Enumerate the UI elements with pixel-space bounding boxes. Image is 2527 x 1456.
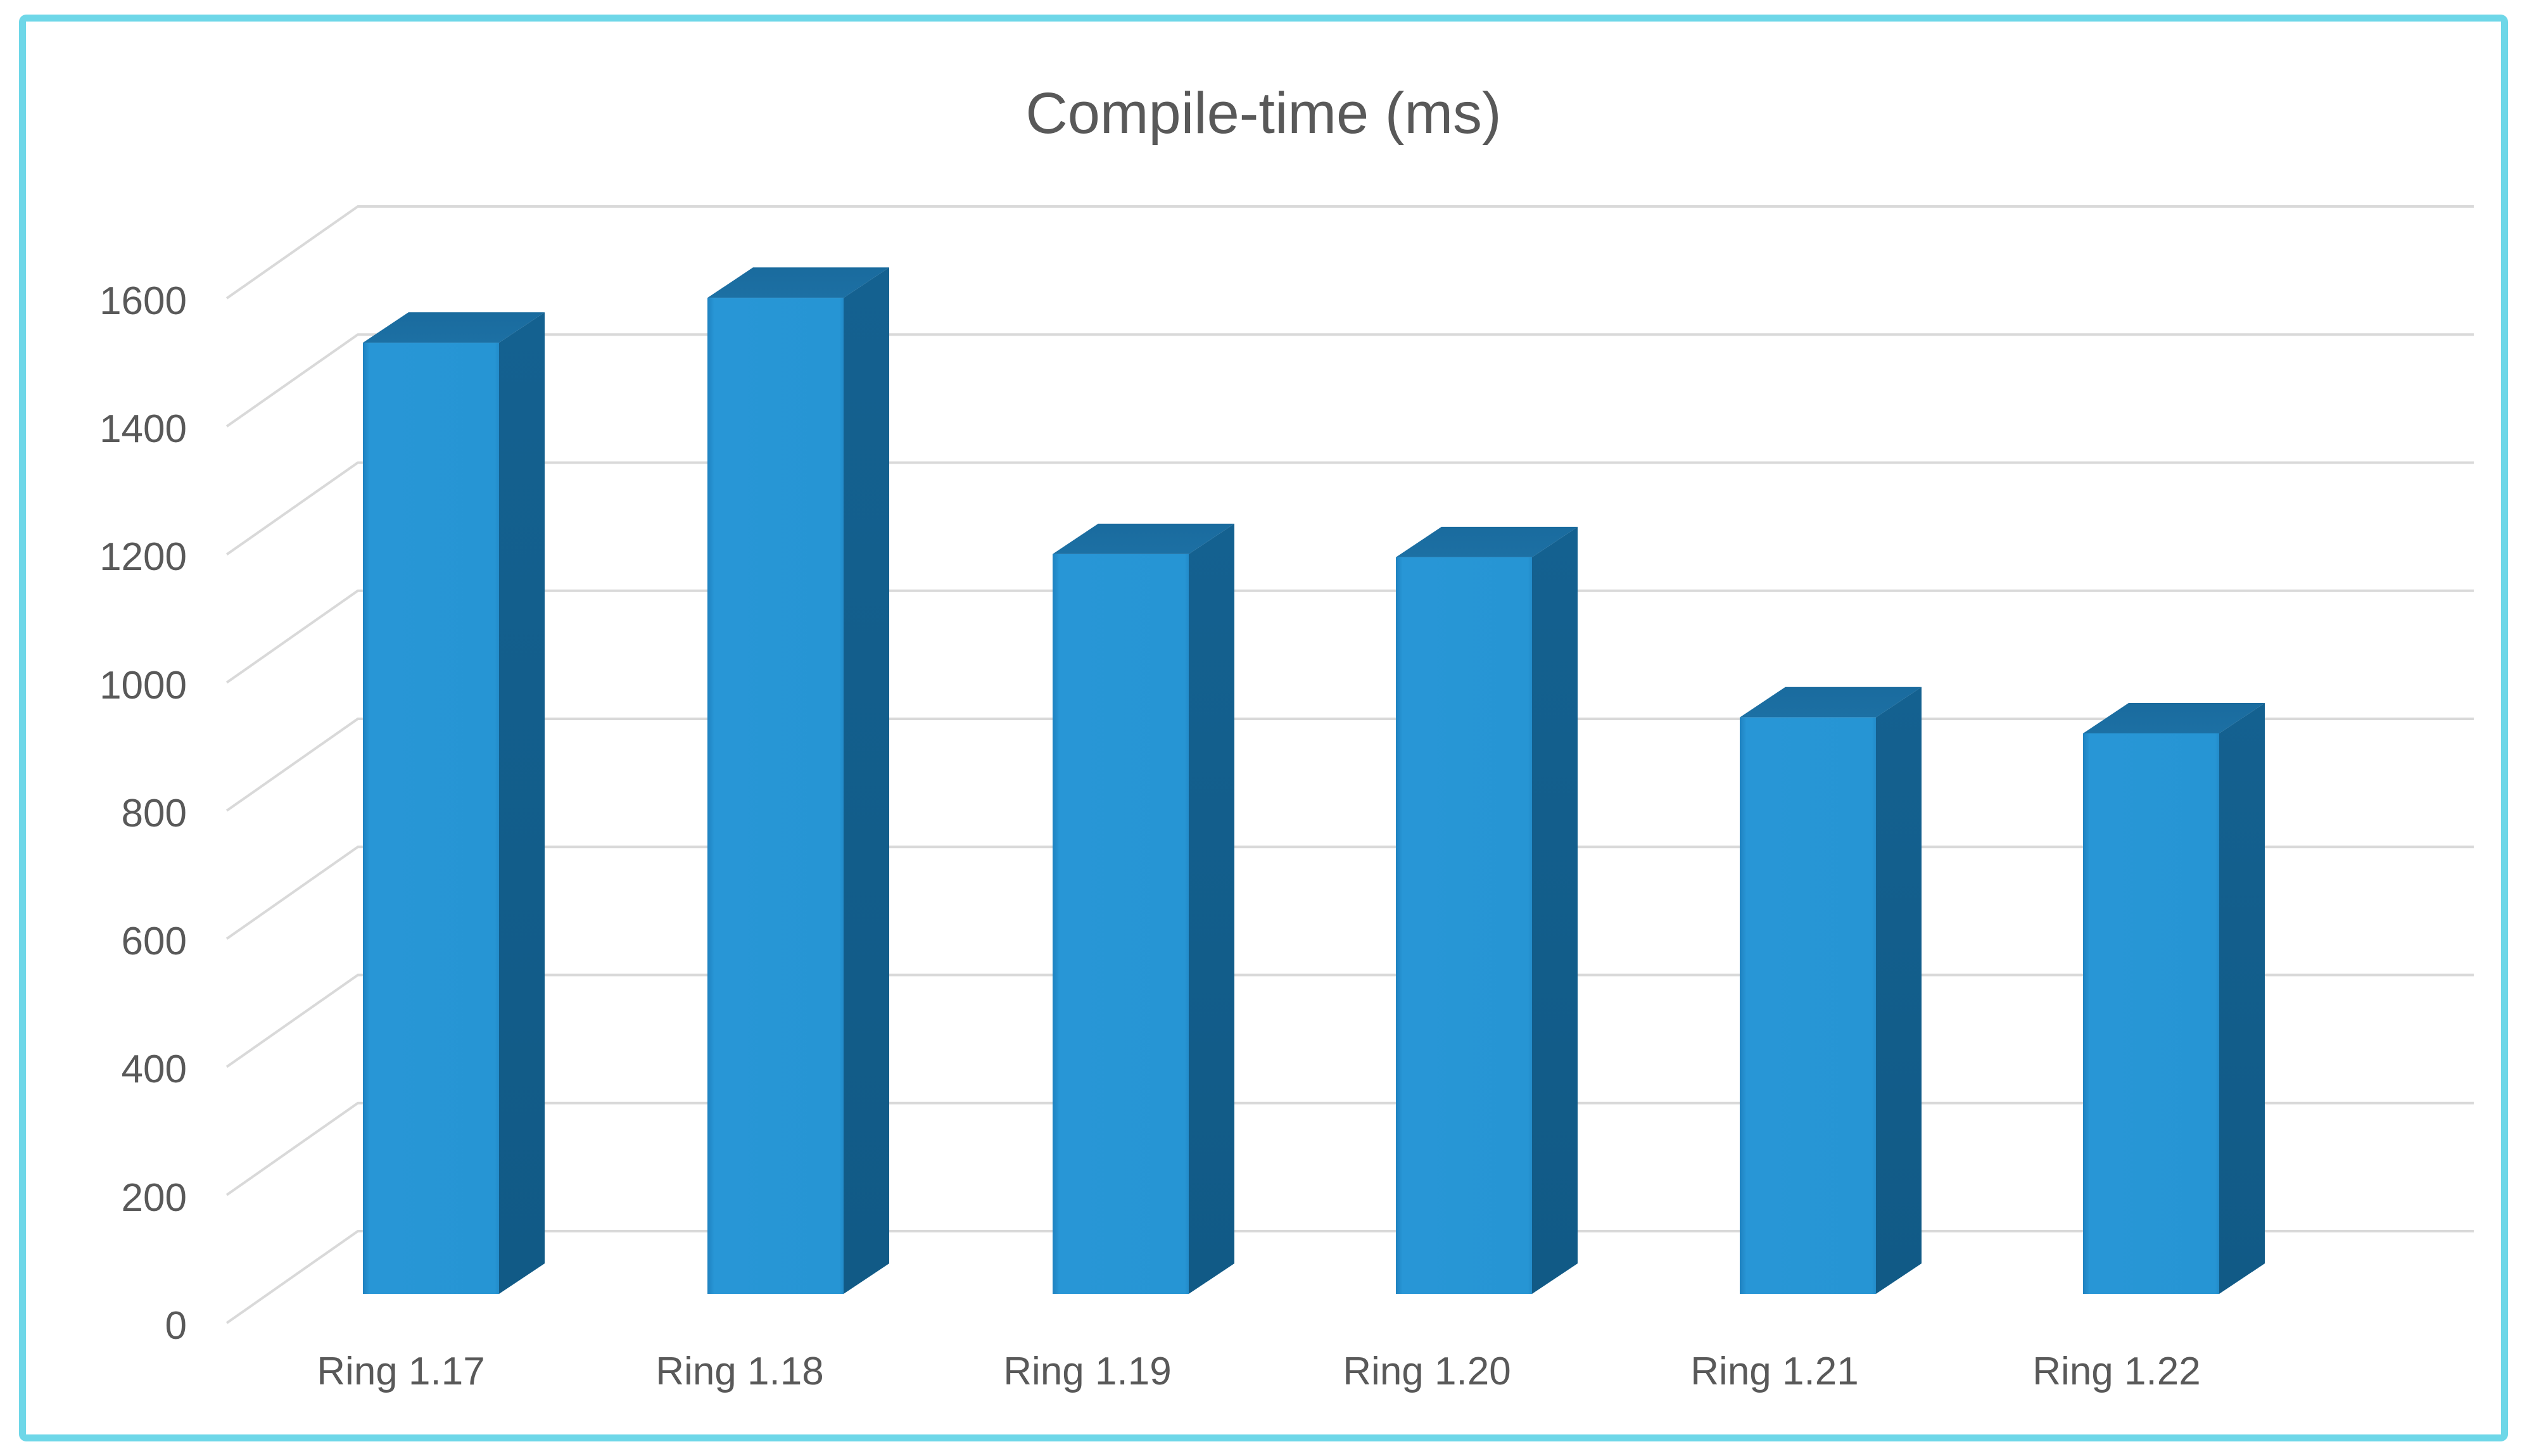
y-tick-label: 600 bbox=[122, 920, 187, 963]
y-tick-label: 1000 bbox=[99, 664, 187, 707]
x-category-label: Ring 1.17 bbox=[317, 1350, 484, 1393]
x-category-label: Ring 1.20 bbox=[1343, 1350, 1510, 1393]
gridline bbox=[225, 205, 2474, 300]
bar-front-face bbox=[1053, 554, 1189, 1294]
bar-side-face bbox=[844, 267, 889, 1295]
x-category-label: Ring 1.18 bbox=[656, 1350, 823, 1393]
x-category-label: Ring 1.19 bbox=[1003, 1350, 1171, 1393]
y-tick-label: 1600 bbox=[99, 279, 187, 323]
bar-side-face bbox=[1532, 526, 1578, 1294]
bar-ring-1-21 bbox=[1740, 687, 1922, 1294]
bar-side-face bbox=[1876, 687, 1922, 1294]
bar-top-face bbox=[1396, 526, 1578, 557]
bar-front-face bbox=[1740, 717, 1876, 1294]
bar-ring-1-18 bbox=[707, 267, 889, 1295]
bar-top-face bbox=[707, 267, 889, 298]
bar-front-face bbox=[707, 298, 844, 1295]
x-axis: Ring 1.17 Ring 1.18 Ring 1.19 Ring 1.20 … bbox=[317, 1350, 2200, 1393]
bar-front-face bbox=[1396, 557, 1532, 1294]
bars-group bbox=[363, 267, 2265, 1295]
bar-ring-1-17 bbox=[363, 312, 545, 1294]
bar-ring-1-19 bbox=[1053, 523, 1234, 1294]
bar-side-face bbox=[499, 312, 545, 1294]
chart-title: Compile-time (ms) bbox=[1025, 81, 1501, 146]
bar-top-face bbox=[363, 312, 545, 343]
y-tick-label: 200 bbox=[122, 1176, 187, 1220]
bar-side-face bbox=[2219, 703, 2265, 1294]
gridline bbox=[225, 333, 2474, 427]
y-tick-label: 800 bbox=[122, 792, 187, 835]
y-tick-label: 1400 bbox=[99, 407, 187, 451]
bar-front-face bbox=[2083, 733, 2219, 1294]
x-category-label: Ring 1.22 bbox=[2032, 1350, 2200, 1393]
bar-side-face bbox=[1189, 523, 1234, 1294]
y-tick-label: 1200 bbox=[99, 535, 187, 579]
x-category-label: Ring 1.21 bbox=[1690, 1350, 1858, 1393]
y-tick-label: 0 bbox=[165, 1304, 187, 1348]
bar-top-face bbox=[1053, 523, 1234, 554]
y-tick-label: 400 bbox=[122, 1048, 187, 1091]
bar-ring-1-22 bbox=[2083, 703, 2265, 1294]
y-axis: 1600 1400 1200 1000 800 600 400 200 0 bbox=[99, 279, 187, 1348]
gridline bbox=[225, 461, 2474, 556]
chart-frame-border bbox=[19, 15, 2508, 1441]
bar-ring-1-20 bbox=[1396, 526, 1578, 1294]
bar-top-face bbox=[1740, 687, 1922, 718]
gridline bbox=[225, 589, 2474, 684]
bar-top-face bbox=[2083, 703, 2265, 734]
bar-front-face bbox=[363, 343, 499, 1294]
